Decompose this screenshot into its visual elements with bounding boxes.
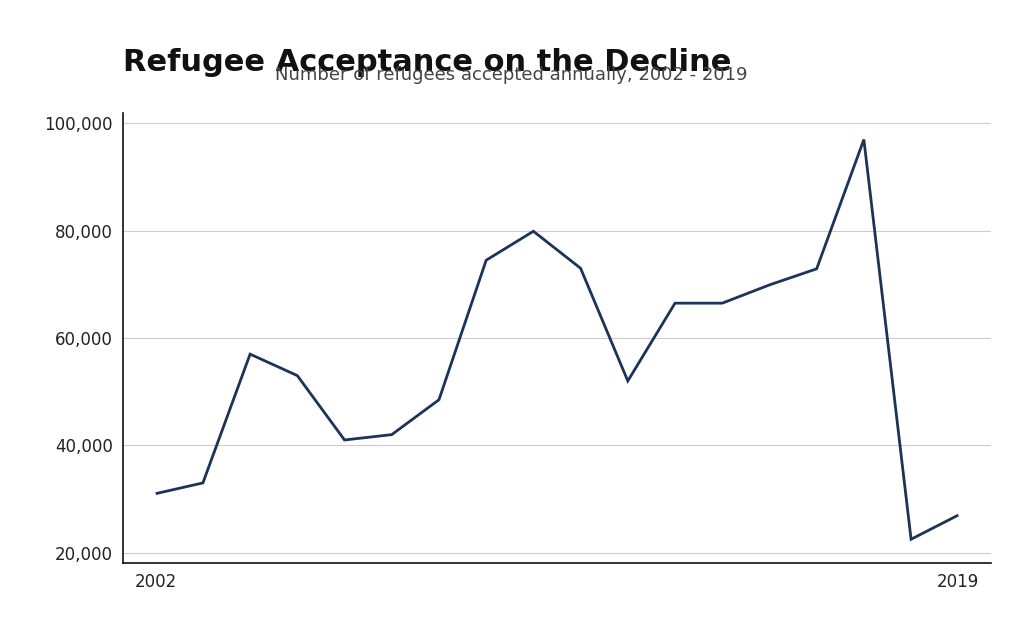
Text: Refugee Acceptance on the Decline: Refugee Acceptance on the Decline: [123, 48, 731, 77]
Text: Number of refugees accepted annually, 2002 - 2019: Number of refugees accepted annually, 20…: [275, 66, 747, 84]
